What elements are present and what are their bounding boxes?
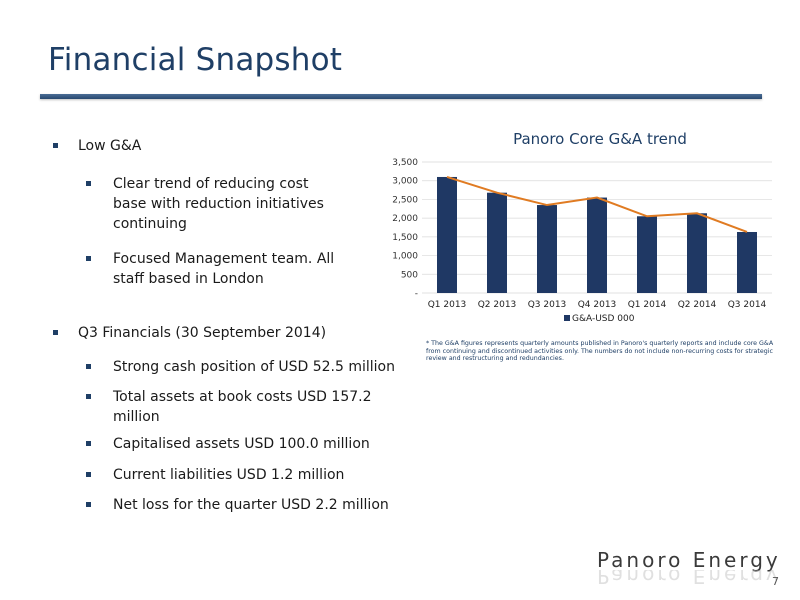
legend-label: G&A-USD 000: [572, 314, 635, 324]
bullet-text: Strong cash position of USD 52.5 million: [113, 359, 395, 375]
x-tick-label: Q3 2013: [528, 300, 567, 310]
bar: [737, 231, 757, 293]
bullet-cash-position: Strong cash position of USD 52.5 million: [86, 357, 413, 377]
x-tick-label: Q2 2014: [678, 300, 717, 310]
legend-swatch: [564, 315, 570, 321]
bar: [437, 176, 457, 293]
trend-line: [446, 176, 748, 233]
y-tick-label: 1,500: [392, 233, 418, 243]
bullet-q3-financials: Q3 Financials (30 September 2014): [53, 323, 398, 343]
bullet-management: Focused Management team. All staff based…: [86, 249, 353, 289]
bullet-marker: [86, 394, 91, 399]
y-tick-label: 1,000: [392, 252, 418, 262]
bullet-text: Capitalised assets USD 100.0 million: [113, 436, 370, 452]
y-tick-label: 500: [401, 270, 418, 280]
bullet-text: Current liabilities USD 1.2 million: [113, 467, 345, 483]
bullet-marker: [86, 472, 91, 477]
bullet-low-ga: Low G&A: [53, 136, 378, 156]
y-tick-label: 2,000: [392, 214, 418, 224]
bullet-text: Total assets at book costs USD 157.2 mil…: [113, 389, 372, 425]
bullet-net-loss: Net loss for the quarter USD 2.2 million: [86, 495, 413, 515]
page-number: 7: [772, 575, 779, 588]
bullet-marker: [86, 364, 91, 369]
x-tick-label: Q1 2013: [428, 300, 467, 310]
bar: [537, 205, 557, 293]
ga-trend-chart: - 500 1,000 1,500 2,000 2,500 3,000 3,500 Q1 201…: [392, 158, 772, 324]
bullet-text: Net loss for the quarter USD 2.2 million: [113, 497, 389, 513]
bullet-marker: [86, 256, 91, 261]
bullet-marker: [86, 181, 91, 186]
bullet-text: Q3 Financials (30 September 2014): [78, 325, 327, 341]
chart-title: Panoro Core G&A trend: [513, 130, 687, 148]
x-tick-label: Q1 2014: [628, 300, 667, 310]
bullet-text: Clear trend of reducing cost base with r…: [113, 176, 324, 232]
bullet-current-liabilities: Current liabilities USD 1.2 million: [86, 465, 413, 485]
bullet-marker: [86, 502, 91, 507]
bullet-text: Low G&A: [78, 138, 142, 154]
x-tick-label: Q2 2013: [478, 300, 517, 310]
bullet-capitalised-assets: Capitalised assets USD 100.0 million: [86, 434, 413, 454]
brand-logo-reflection: Panoro Energy: [597, 570, 781, 588]
y-tick-label: 3,000: [392, 177, 418, 187]
x-tick-label: Q4 2013: [578, 300, 617, 310]
x-tick-label: Q3 2014: [728, 300, 767, 310]
bullet-cost-trend: Clear trend of reducing cost base with r…: [86, 174, 341, 234]
bar: [587, 197, 607, 293]
chart-footnote: * The G&A figures represents quarterly a…: [426, 340, 774, 362]
bullet-marker: [53, 143, 58, 148]
bullet-marker: [53, 330, 58, 335]
page-title: Financial Snapshot: [48, 42, 343, 78]
bar: [637, 216, 657, 293]
bullet-total-assets: Total assets at book costs USD 157.2 mil…: [86, 387, 385, 427]
bar: [487, 192, 507, 293]
y-tick-label: 2,500: [392, 195, 418, 205]
bar: [687, 213, 707, 293]
y-tick-label: -: [415, 289, 418, 299]
brand-logo-text: Panoro Energy: [597, 548, 781, 572]
bullet-marker: [86, 441, 91, 446]
bullet-text: Focused Management team. All staff based…: [113, 251, 335, 287]
title-divider: [40, 94, 762, 99]
y-tick-label: 3,500: [392, 158, 418, 168]
